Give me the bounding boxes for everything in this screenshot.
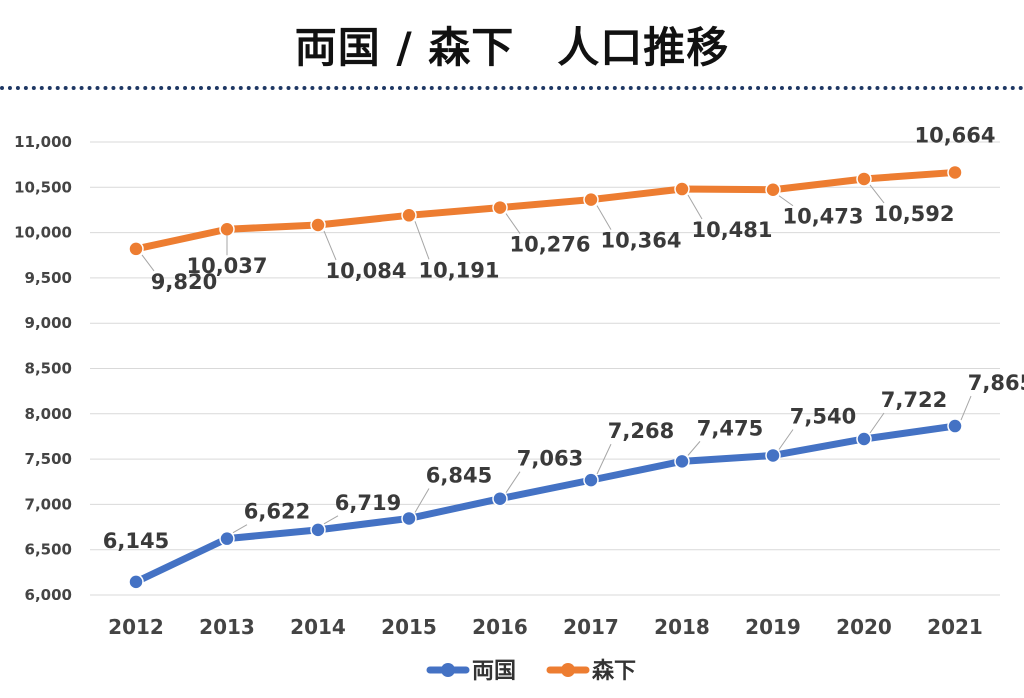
legend: 両国 森下 [426, 658, 636, 684]
leader-line [505, 471, 521, 493]
data-point [947, 418, 963, 434]
data-label: 6,719 [335, 491, 401, 515]
x-tick-label: 2012 [108, 615, 164, 639]
data-label: 10,473 [782, 205, 863, 229]
data-label: 10,664 [914, 123, 995, 147]
data-point [401, 207, 417, 224]
data-label: 9,820 [151, 270, 217, 294]
data-label: 7,268 [608, 419, 674, 443]
x-tick-label: 2017 [563, 615, 619, 639]
y-tick-label: 8,500 [25, 360, 72, 378]
y-tick-label: 8,000 [25, 405, 72, 423]
data-point [583, 191, 599, 208]
leader-line [687, 194, 703, 220]
leader-line [778, 429, 794, 450]
x-tick-label: 2019 [745, 615, 801, 639]
data-point [310, 217, 326, 233]
leader-line [323, 230, 337, 261]
leader-line [596, 443, 612, 475]
series-line-2 [132, 168, 959, 253]
y-tick-label: 11,000 [14, 133, 72, 151]
data-point [947, 164, 963, 181]
series-group [128, 164, 963, 590]
data-label: 7,722 [881, 388, 947, 412]
data-label: 10,481 [691, 218, 772, 242]
data-label: 7,865 [968, 371, 1024, 395]
legend-label: 森下 [592, 658, 636, 684]
leader-line [960, 395, 972, 421]
leader-line [869, 412, 885, 434]
leader-line [232, 524, 248, 534]
y-tick-label: 10,500 [14, 178, 72, 196]
dotted-divider [0, 86, 1024, 90]
legend-swatch-marker [561, 663, 575, 677]
data-point [401, 510, 417, 527]
data-point [765, 181, 781, 198]
data-point [128, 241, 144, 257]
data-labels: 6,145 6,622 6,719 6,845 7,063 7,268 7,475 7,540… [103, 123, 1024, 552]
data-point [674, 453, 690, 470]
data-point [128, 574, 144, 590]
leader-line [778, 195, 794, 207]
y-tick-label: 6,000 [25, 586, 72, 604]
gridlines [90, 141, 1000, 596]
data-label: 10,191 [418, 258, 499, 282]
series-line-1 [132, 422, 959, 586]
data-label: 10,037 [186, 254, 267, 278]
data-label: 6,622 [244, 500, 310, 524]
legend-swatch-marker [441, 663, 455, 677]
leader-line [596, 205, 612, 230]
data-point [674, 181, 690, 197]
data-label: 10,084 [325, 259, 406, 283]
leader-line [687, 441, 701, 456]
legend-label: 両国 [472, 659, 516, 684]
data-point [219, 221, 235, 237]
data-point [583, 472, 599, 488]
data-point [492, 199, 508, 216]
x-tick-label: 2014 [290, 615, 346, 639]
y-axis: 6,000 6,500 7,000 7,500 8,000 8,500 9,000 9,500… [14, 133, 72, 604]
y-tick-label: 6,500 [25, 541, 72, 559]
x-tick-label: 2021 [927, 615, 983, 639]
y-tick-label: 9,000 [25, 314, 72, 332]
x-tick-label: 2018 [654, 615, 710, 639]
data-point [856, 171, 872, 187]
data-point [310, 522, 326, 538]
leader-line [414, 221, 430, 260]
leader-line [505, 213, 521, 234]
y-tick-label: 7,000 [25, 495, 72, 513]
leader-line [323, 515, 339, 525]
data-label: 6,145 [103, 529, 169, 553]
data-label: 10,276 [509, 233, 590, 257]
x-axis: 2012 2013 2014 2015 2016 2017 2018 2019 2020 2021 [108, 615, 983, 639]
chart-title: 両国 / 森下 人口推移 [294, 23, 730, 72]
y-tick-label: 9,500 [25, 269, 72, 287]
y-tick-label: 10,000 [14, 224, 72, 242]
leader-line [869, 184, 885, 204]
x-tick-label: 2020 [836, 615, 892, 639]
data-label: 6,845 [426, 463, 492, 487]
x-tick-label: 2016 [472, 615, 528, 639]
data-label: 7,540 [790, 404, 856, 428]
data-label: 7,063 [517, 447, 583, 471]
data-label: 7,475 [697, 416, 763, 440]
data-point [765, 447, 781, 464]
leader-line [414, 488, 430, 513]
x-tick-label: 2013 [199, 615, 255, 639]
data-point [856, 431, 872, 447]
leader-line [141, 254, 155, 272]
y-tick-label: 7,500 [25, 450, 72, 468]
data-label: 10,592 [873, 202, 954, 226]
data-label: 10,364 [600, 229, 681, 253]
data-point [219, 530, 235, 547]
x-tick-label: 2015 [381, 615, 437, 639]
data-point [492, 490, 508, 507]
